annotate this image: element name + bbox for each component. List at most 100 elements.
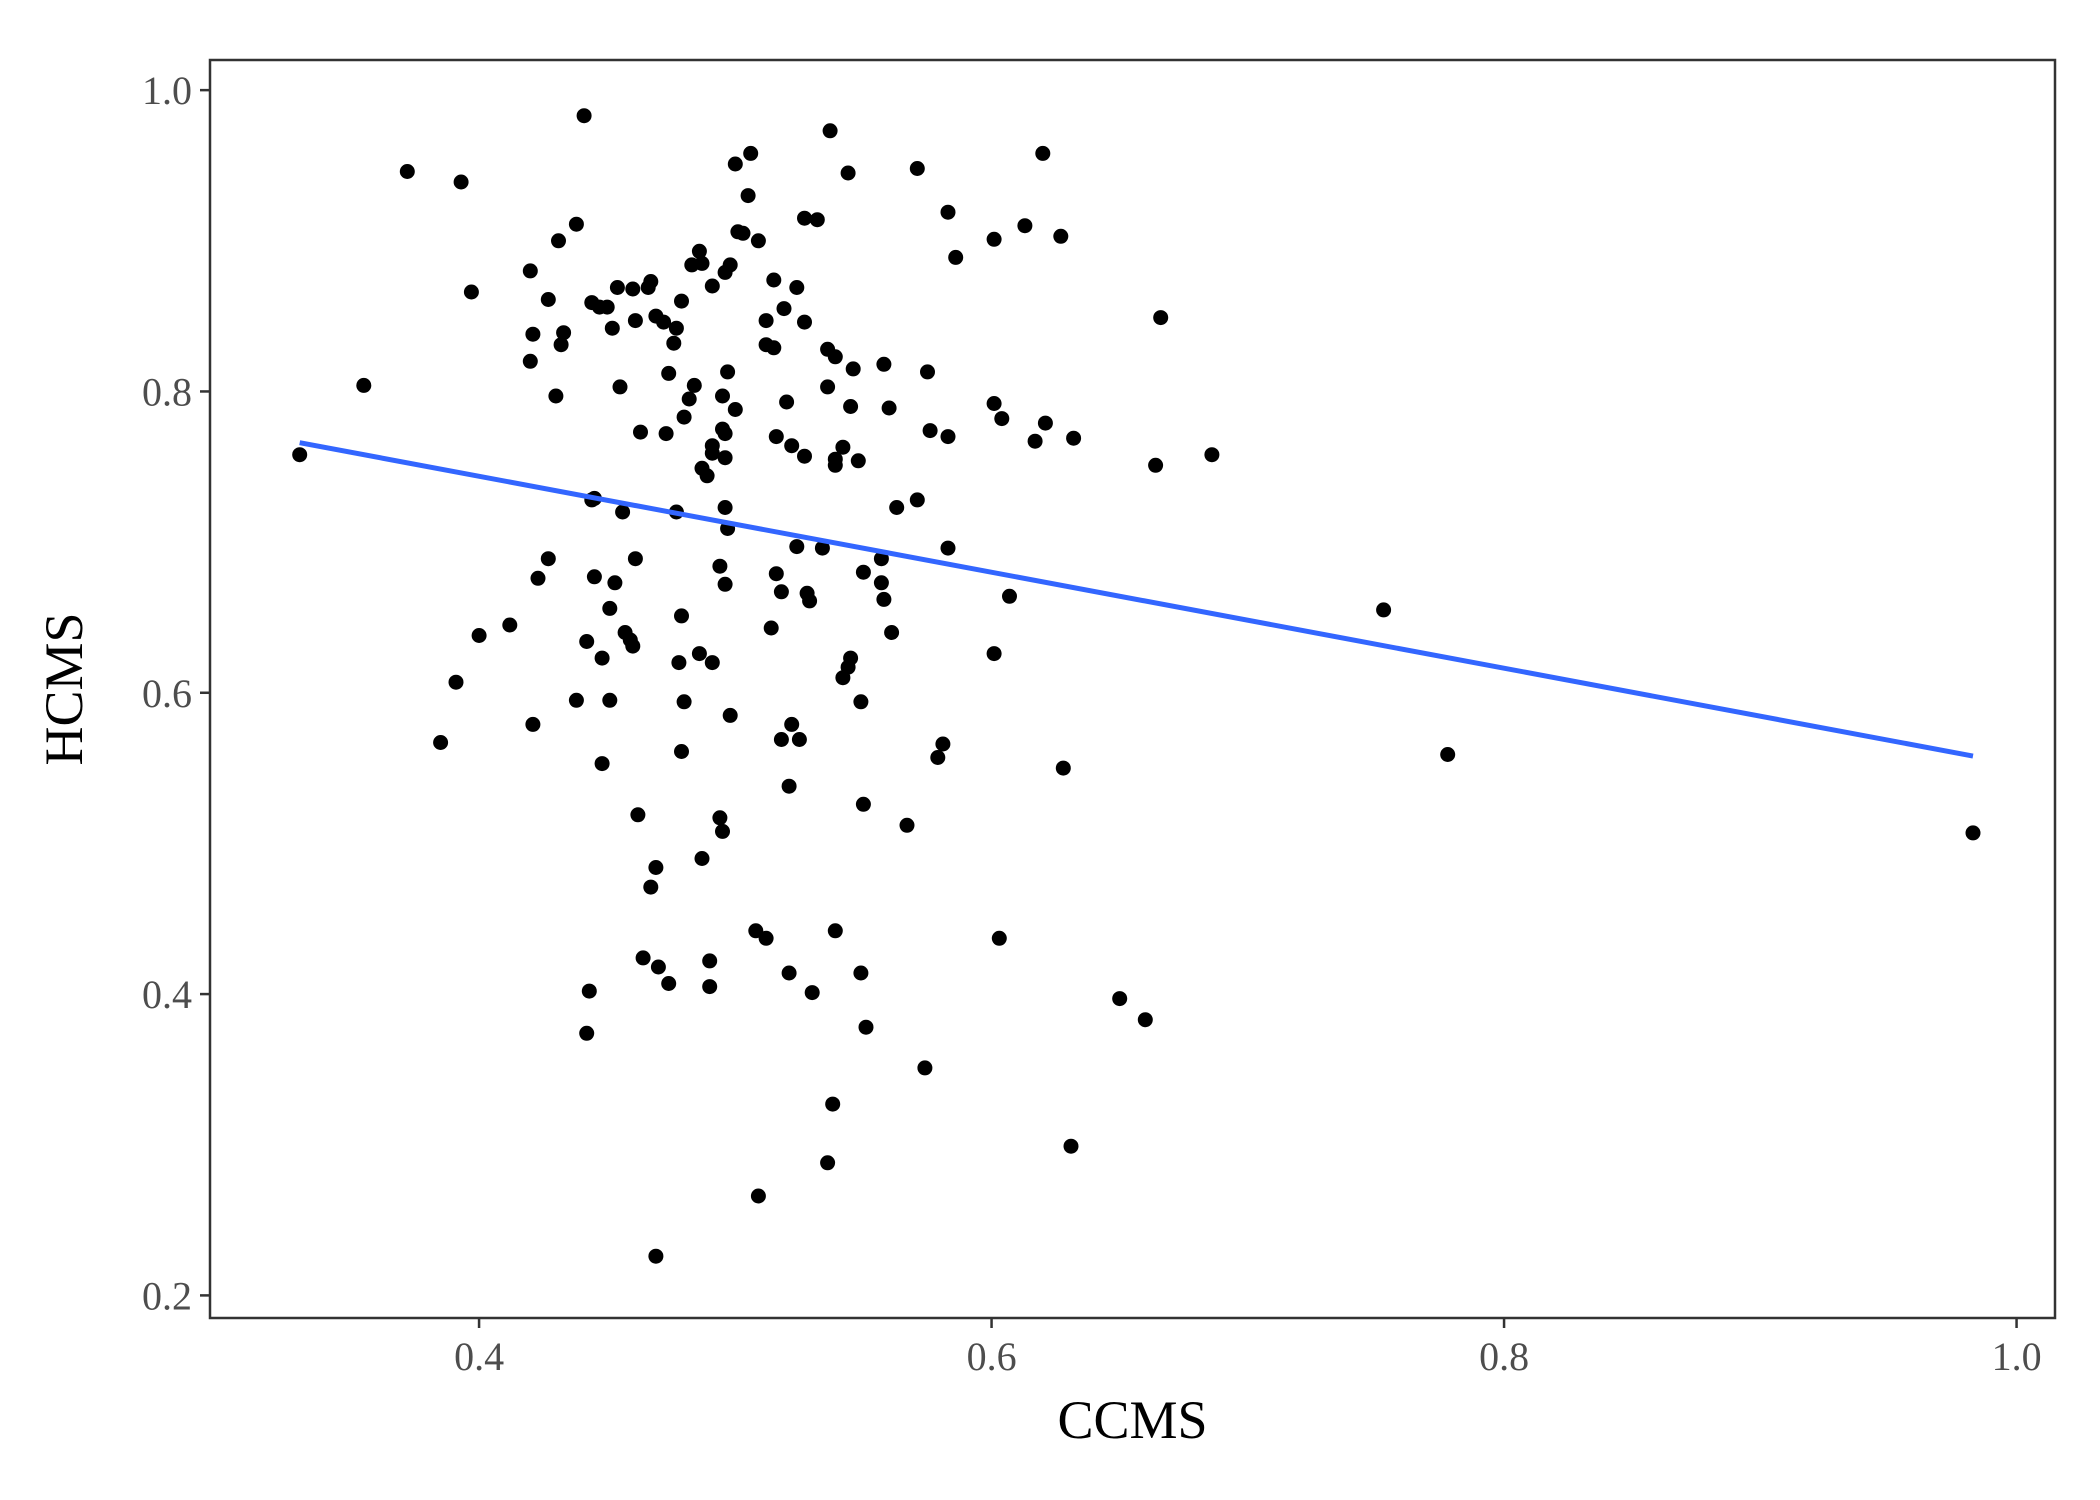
data-point bbox=[768, 429, 784, 445]
data-point bbox=[686, 377, 702, 393]
data-point bbox=[615, 504, 631, 520]
data-point bbox=[840, 165, 856, 181]
data-point bbox=[704, 278, 720, 294]
data-point bbox=[727, 402, 743, 417]
data-point bbox=[612, 379, 628, 395]
data-point bbox=[948, 249, 964, 265]
data-point bbox=[674, 744, 689, 759]
data-point bbox=[935, 736, 951, 752]
data-point bbox=[1153, 310, 1169, 326]
data-point bbox=[843, 399, 859, 414]
data-point bbox=[666, 335, 682, 351]
data-point bbox=[586, 569, 602, 585]
data-point bbox=[717, 500, 733, 515]
data-point bbox=[717, 450, 733, 466]
data-point bbox=[704, 445, 720, 461]
data-point bbox=[522, 263, 538, 279]
data-point bbox=[881, 400, 897, 416]
data-point bbox=[853, 965, 869, 981]
data-point bbox=[668, 320, 684, 336]
data-point bbox=[763, 620, 779, 636]
data-point bbox=[1035, 145, 1051, 161]
data-point bbox=[1017, 218, 1033, 234]
data-point bbox=[727, 156, 743, 172]
data-point bbox=[630, 807, 646, 823]
data-point bbox=[676, 694, 692, 710]
data-point bbox=[581, 983, 597, 999]
data-point bbox=[568, 216, 584, 232]
data-point bbox=[661, 976, 677, 991]
data-point bbox=[691, 646, 707, 662]
data-point bbox=[814, 540, 830, 556]
data-point bbox=[822, 123, 838, 139]
data-point bbox=[1063, 1138, 1079, 1154]
data-point bbox=[1137, 1012, 1153, 1028]
data-point bbox=[779, 394, 795, 410]
data-point bbox=[827, 457, 843, 473]
data-point bbox=[899, 817, 915, 833]
data-point bbox=[876, 591, 892, 607]
data-point bbox=[855, 564, 871, 580]
data-point bbox=[633, 424, 648, 440]
x-tick-label: 1.0 bbox=[1992, 1334, 2042, 1379]
data-point bbox=[873, 575, 889, 591]
data-point bbox=[804, 985, 820, 1001]
y-axis-title: HCMS bbox=[34, 612, 94, 765]
data-point bbox=[776, 301, 792, 317]
trend-line bbox=[299, 440, 1974, 759]
data-point bbox=[694, 851, 710, 866]
data-point bbox=[627, 313, 643, 329]
data-point bbox=[625, 638, 641, 654]
data-point bbox=[930, 750, 946, 765]
data-point bbox=[766, 340, 782, 356]
data-point bbox=[625, 281, 641, 297]
data-point bbox=[820, 1155, 836, 1171]
data-point bbox=[648, 860, 664, 875]
data-point bbox=[717, 426, 733, 442]
data-point bbox=[699, 468, 715, 484]
data-point bbox=[802, 593, 818, 609]
data-point bbox=[991, 930, 1007, 946]
data-point bbox=[758, 930, 774, 946]
data-point bbox=[920, 364, 935, 380]
data-point bbox=[648, 1248, 664, 1264]
x-axis-title: CCMS bbox=[1057, 1390, 1207, 1450]
points-layer bbox=[292, 108, 1981, 1264]
data-point bbox=[873, 551, 889, 567]
data-point bbox=[750, 1188, 766, 1204]
data-point bbox=[825, 1096, 841, 1112]
data-point bbox=[876, 356, 892, 372]
data-point bbox=[781, 778, 797, 794]
data-point bbox=[1055, 760, 1071, 776]
data-point bbox=[743, 145, 759, 161]
data-point bbox=[702, 953, 718, 969]
data-point bbox=[835, 439, 851, 455]
data-point bbox=[1112, 991, 1128, 1007]
data-point bbox=[627, 551, 643, 567]
data-point bbox=[845, 361, 861, 377]
data-point bbox=[553, 337, 569, 353]
data-point bbox=[594, 756, 610, 772]
data-point bbox=[540, 551, 556, 567]
data-point bbox=[658, 426, 674, 442]
x-tick-label: 0.4 bbox=[454, 1334, 504, 1379]
x-axis: 0.4 0.6 0.8 1.0 bbox=[454, 1318, 2042, 1379]
data-point bbox=[399, 164, 415, 179]
data-point bbox=[448, 674, 464, 690]
data-point bbox=[607, 575, 623, 591]
data-point bbox=[789, 539, 805, 555]
data-point bbox=[773, 732, 789, 747]
data-point bbox=[463, 284, 479, 300]
data-point bbox=[556, 325, 572, 341]
data-point bbox=[540, 292, 556, 307]
data-point bbox=[994, 411, 1010, 427]
data-point bbox=[884, 625, 900, 640]
data-point bbox=[1440, 747, 1456, 762]
plot-panel-border bbox=[208, 58, 2057, 1320]
data-point bbox=[1037, 415, 1053, 431]
data-point bbox=[671, 655, 687, 671]
data-point bbox=[717, 576, 733, 592]
data-point bbox=[858, 1019, 874, 1035]
data-point bbox=[676, 409, 692, 425]
data-point bbox=[1376, 602, 1392, 618]
